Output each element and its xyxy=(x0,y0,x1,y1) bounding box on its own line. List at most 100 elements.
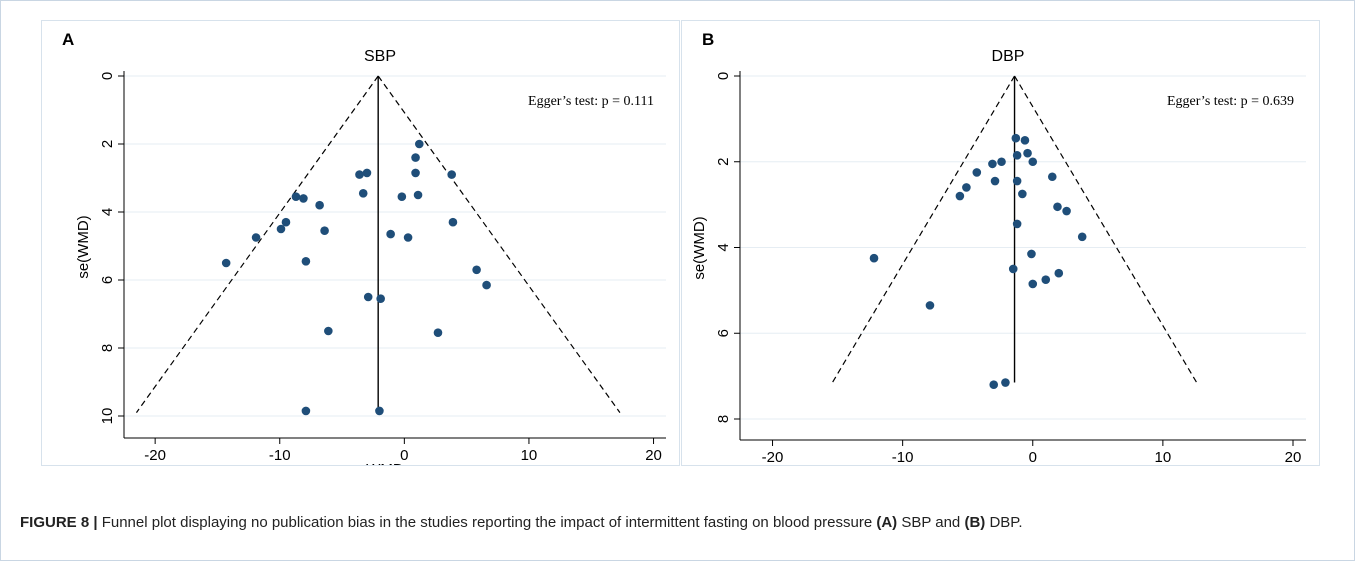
study-point xyxy=(281,217,291,227)
study-point xyxy=(355,170,364,179)
y-tick-label: 4 xyxy=(715,243,732,251)
y-tick-label: 2 xyxy=(99,140,116,148)
study-point xyxy=(472,265,481,275)
study-point xyxy=(299,194,308,203)
y-tick-label: 2 xyxy=(715,158,732,166)
study-point xyxy=(990,176,1000,186)
study-point xyxy=(411,168,420,178)
study-point xyxy=(1023,148,1032,158)
x-axis-label: WMD xyxy=(994,463,1032,465)
study-point xyxy=(301,406,311,416)
study-point xyxy=(276,224,286,234)
x-tick-label: 10 xyxy=(1155,449,1172,465)
y-tick-label: 6 xyxy=(99,276,116,284)
x-tick-label: -10 xyxy=(269,447,291,464)
study-point xyxy=(324,326,333,336)
funnel-right-bound xyxy=(1014,75,1198,383)
study-point xyxy=(1018,189,1027,199)
study-point xyxy=(251,233,261,242)
panel-letter: B xyxy=(702,30,714,49)
panel-b: 0 2 4 6 8 -20 -10 0 10 20 WMD se(WMD) DBP B Egger’s te… xyxy=(681,20,1320,466)
study-point xyxy=(1077,232,1087,242)
funnel-left-bound xyxy=(135,75,379,413)
study-point xyxy=(1062,206,1071,216)
study-point xyxy=(962,183,971,192)
study-point xyxy=(1020,136,1030,145)
study-point xyxy=(1028,279,1038,289)
study-point xyxy=(291,192,301,201)
study-point xyxy=(997,157,1006,167)
study-point xyxy=(358,189,368,198)
caption-text-2: SBP and xyxy=(897,514,965,531)
y-axis-label: se(WMD) xyxy=(691,216,708,279)
study-point xyxy=(1001,378,1010,387)
chart-title: DBP xyxy=(992,48,1025,65)
study-point xyxy=(447,170,456,179)
x-tick-label: 0 xyxy=(1029,449,1037,465)
study-point xyxy=(315,200,324,210)
x-tick-label: 0 xyxy=(400,447,408,464)
y-axis-label: se(WMD) xyxy=(75,215,92,278)
study-point xyxy=(397,192,407,201)
x-tick-label: -20 xyxy=(144,447,166,464)
x-tick-label: 10 xyxy=(521,447,538,464)
x-tick-label: 20 xyxy=(645,447,662,464)
study-point xyxy=(414,139,424,149)
study-point xyxy=(925,301,935,310)
study-point xyxy=(1053,202,1062,212)
study-point xyxy=(482,280,491,290)
study-point xyxy=(320,226,329,235)
x-tick-label: -20 xyxy=(762,449,784,465)
y-tick-label: 8 xyxy=(99,344,116,352)
chart-title: SBP xyxy=(364,48,396,65)
study-point xyxy=(972,168,982,177)
y-tick-label: 10 xyxy=(99,408,116,425)
figure-caption: FIGURE 8 | Funnel plot displaying no pub… xyxy=(20,514,1340,531)
caption-text-3: DBP. xyxy=(985,514,1023,531)
study-point xyxy=(403,233,413,242)
study-point xyxy=(362,168,372,178)
x-axis-label: WMD xyxy=(366,461,404,465)
study-point xyxy=(1041,275,1051,284)
study-point xyxy=(1054,268,1064,278)
study-point xyxy=(221,258,231,268)
panel-a: 0 2 4 6 8 10 -20 -10 0 10 20 WMD se(WMD) SBP A Egger’s … xyxy=(41,20,680,466)
study-point xyxy=(1011,133,1021,143)
funnel-right-bound xyxy=(377,75,621,413)
sbp-funnel-plot: 0 2 4 6 8 10 -20 -10 0 10 20 WMD se(WMD) SBP A Egger’s … xyxy=(62,30,666,465)
study-point xyxy=(413,190,423,200)
study-point xyxy=(433,328,443,338)
caption-a-marker: (A) xyxy=(876,514,898,531)
y-tick-label: 8 xyxy=(715,415,732,423)
study-point xyxy=(988,159,997,169)
y-tick-label: 0 xyxy=(715,72,732,80)
dbp-funnel-plot: 0 2 4 6 8 -20 -10 0 10 20 WMD se(WMD) DBP B Egger’s te… xyxy=(691,30,1306,465)
study-point xyxy=(301,257,311,266)
study-point xyxy=(376,294,385,304)
x-tick-label: 20 xyxy=(1285,449,1302,465)
panel-letter: A xyxy=(62,30,74,49)
study-point xyxy=(1008,264,1018,274)
study-point xyxy=(1012,151,1022,160)
y-tick-label: 0 xyxy=(99,72,116,80)
caption-b-marker: (B) xyxy=(964,514,986,531)
y-tick-label: 4 xyxy=(99,208,116,216)
eggers-test-annotation: Egger’s test: p = 0.639 xyxy=(1167,94,1294,109)
caption-text-1: Funnel plot displaying no publication bi… xyxy=(97,514,877,531)
study-point xyxy=(1012,176,1022,186)
study-point xyxy=(1027,249,1036,259)
caption-label: FIGURE 8 | xyxy=(20,514,98,531)
study-point xyxy=(363,292,373,302)
study-point xyxy=(989,380,999,390)
study-point xyxy=(1028,157,1038,167)
x-tick-label: -10 xyxy=(892,449,914,465)
study-point xyxy=(1012,219,1022,229)
study-point xyxy=(411,153,420,162)
study-point xyxy=(386,229,395,239)
funnel-left-bound xyxy=(831,75,1016,383)
study-point xyxy=(869,253,879,263)
study-point xyxy=(375,406,384,416)
eggers-test-annotation: Egger’s test: p = 0.111 xyxy=(528,94,654,109)
y-tick-label: 6 xyxy=(715,329,732,337)
